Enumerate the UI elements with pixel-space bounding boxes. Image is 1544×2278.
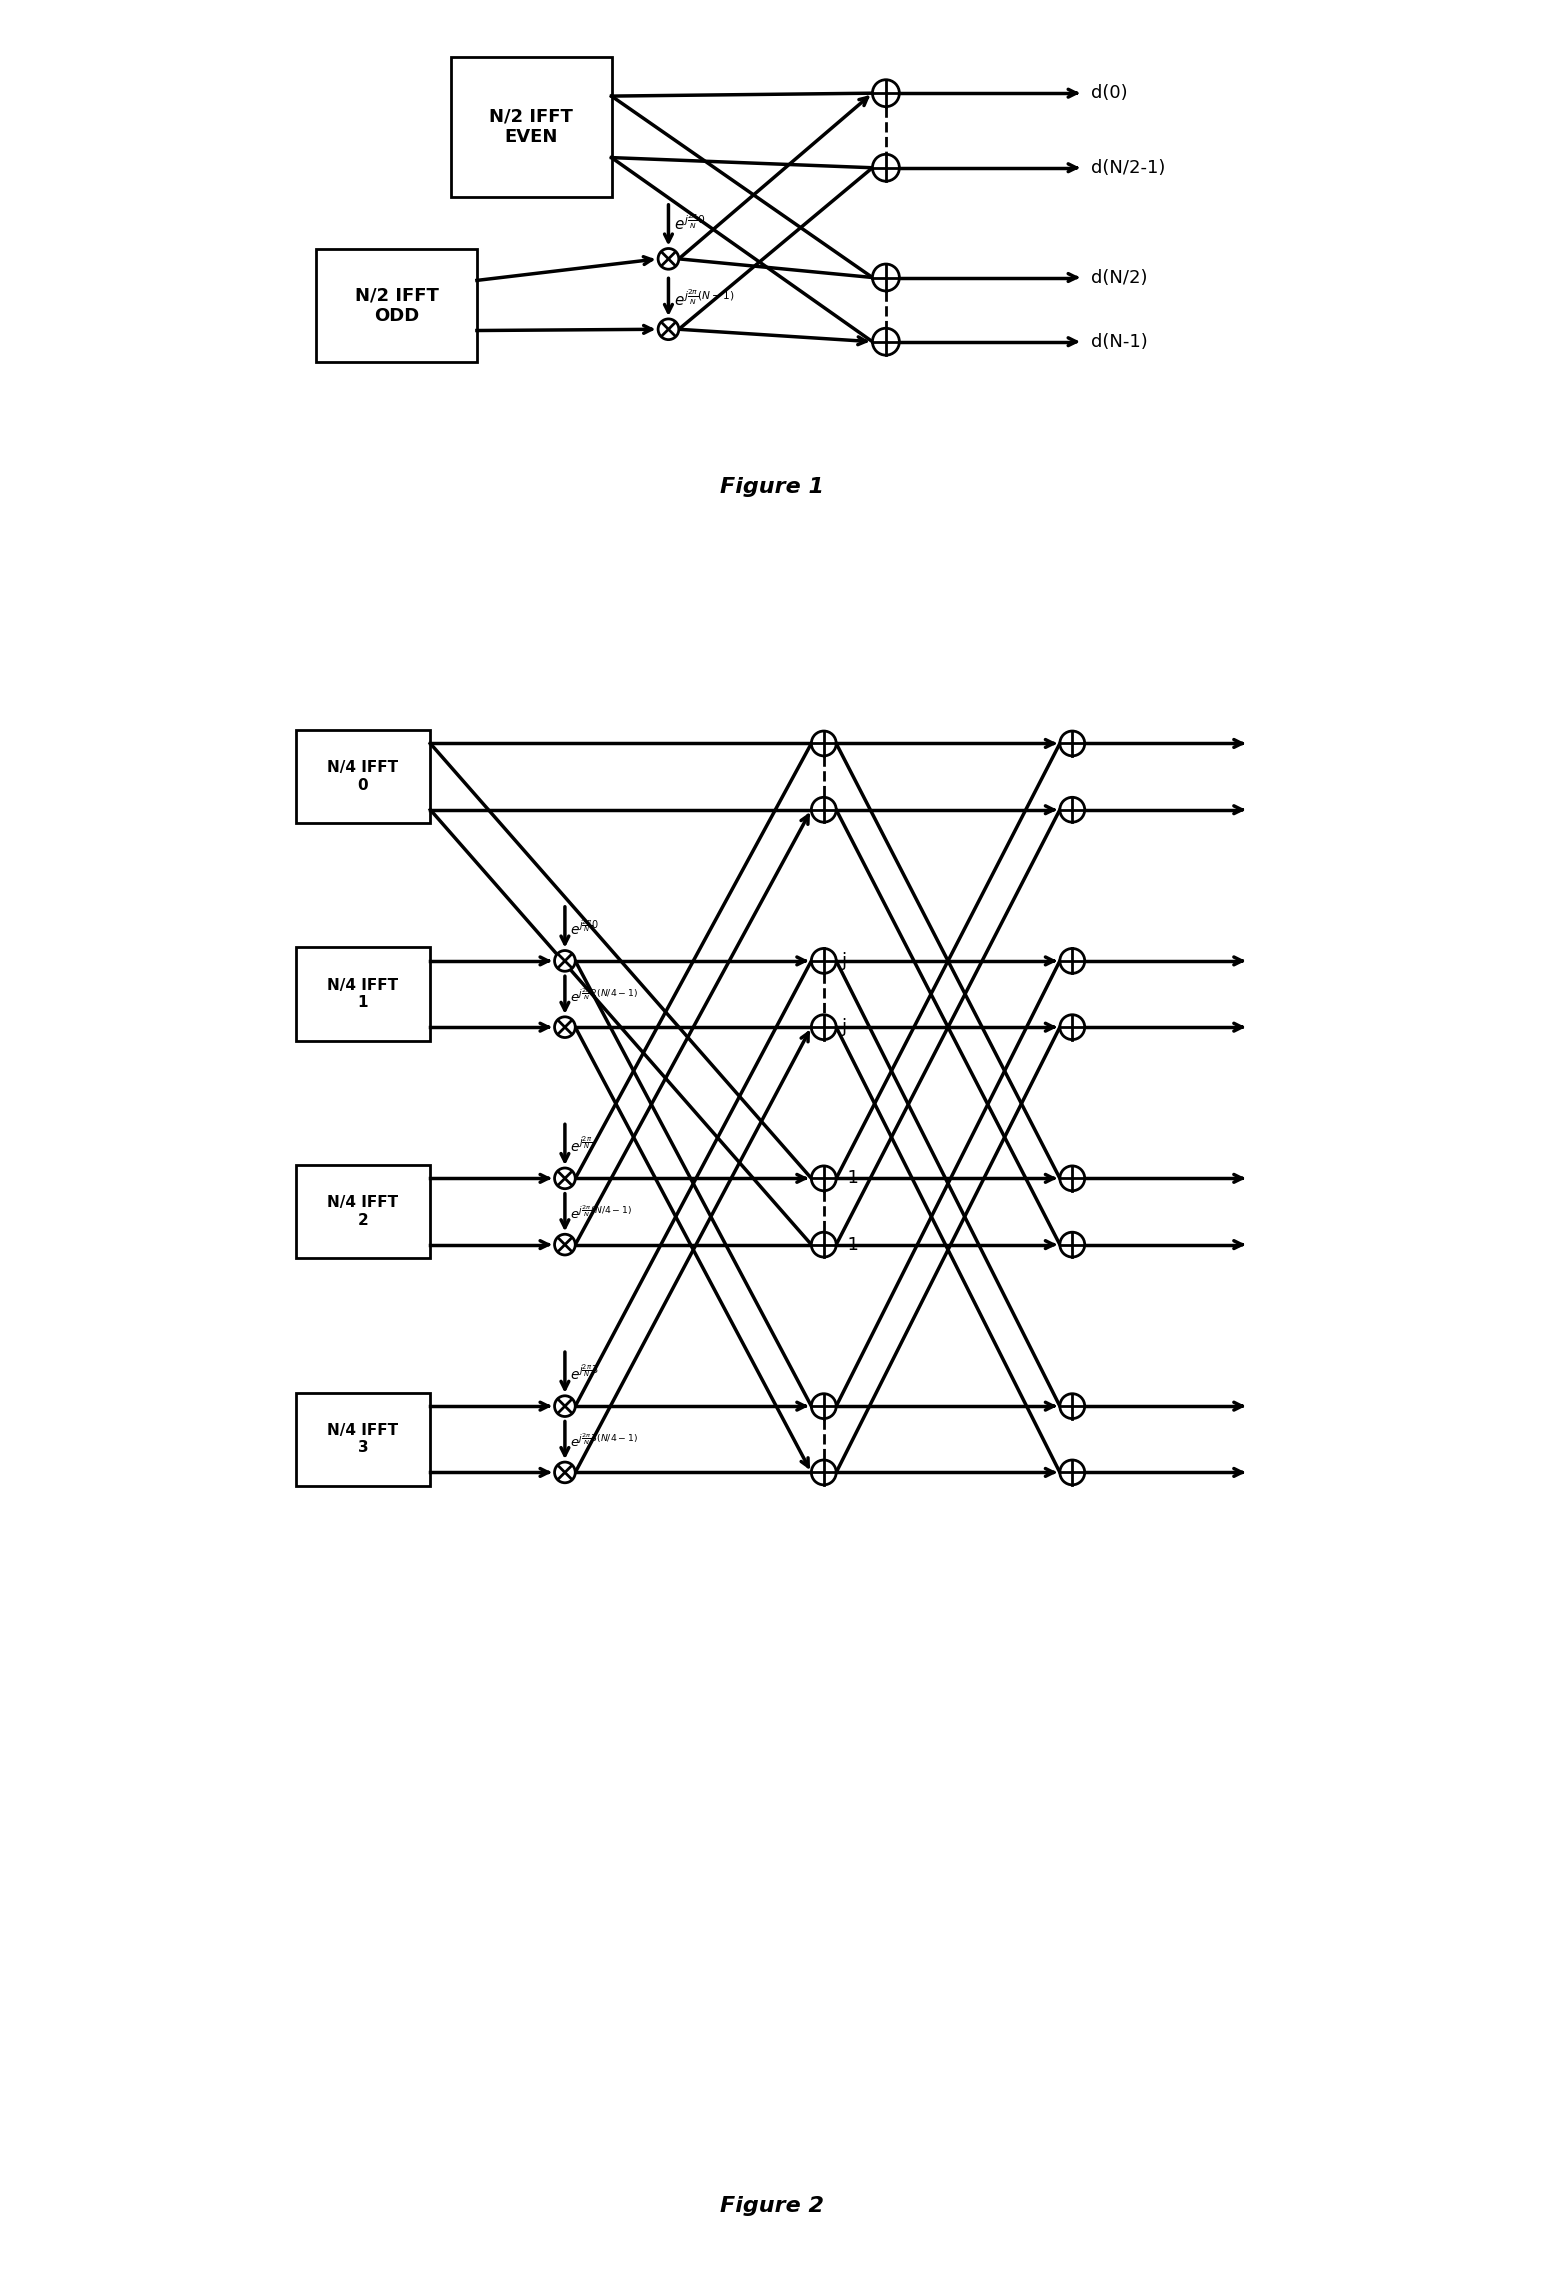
Text: N/4 IFFT
0: N/4 IFFT 0 xyxy=(327,761,398,793)
Circle shape xyxy=(811,731,837,756)
Text: N/4 IFFT
1: N/4 IFFT 1 xyxy=(327,977,398,1009)
Circle shape xyxy=(554,950,576,970)
Circle shape xyxy=(554,1169,576,1189)
Circle shape xyxy=(1059,1394,1085,1419)
Circle shape xyxy=(811,797,837,822)
Circle shape xyxy=(658,319,679,339)
Circle shape xyxy=(658,248,679,269)
Circle shape xyxy=(554,1396,576,1417)
Text: $e^{j\frac{2\pi}{N}}$: $e^{j\frac{2\pi}{N}}$ xyxy=(570,1134,593,1155)
Text: -1: -1 xyxy=(841,1235,860,1253)
Bar xyxy=(451,57,611,196)
Circle shape xyxy=(811,1014,837,1039)
Text: -1: -1 xyxy=(841,1169,860,1187)
Text: Figure 1: Figure 1 xyxy=(720,476,824,497)
Circle shape xyxy=(1059,731,1085,756)
Circle shape xyxy=(811,1460,837,1485)
Text: N/2 IFFT
EVEN: N/2 IFFT EVEN xyxy=(489,107,573,146)
Text: j: j xyxy=(841,1018,846,1036)
Circle shape xyxy=(811,1166,837,1191)
Circle shape xyxy=(554,1016,576,1036)
Bar xyxy=(296,1392,431,1485)
Circle shape xyxy=(1059,1166,1085,1191)
Text: $e^{j\frac{2\pi}{N}(N/4-1)}$: $e^{j\frac{2\pi}{N}(N/4-1)}$ xyxy=(570,1205,631,1223)
Bar xyxy=(296,729,431,822)
Text: Figure 2: Figure 2 xyxy=(720,2196,824,2216)
Text: $e^{j\frac{2\pi}{N}3}$: $e^{j\frac{2\pi}{N}3}$ xyxy=(570,1362,599,1383)
Text: N/2 IFFT
ODD: N/2 IFFT ODD xyxy=(355,287,438,326)
Circle shape xyxy=(872,328,899,355)
Text: $e^{j\frac{2\pi}{N}0}$: $e^{j\frac{2\pi}{N}0}$ xyxy=(570,918,599,939)
Circle shape xyxy=(811,1232,837,1257)
Circle shape xyxy=(1059,948,1085,973)
Bar xyxy=(296,948,431,1041)
Text: $e^{j\frac{2\pi}{N}2(N/4-1)}$: $e^{j\frac{2\pi}{N}2(N/4-1)}$ xyxy=(570,986,638,1005)
Text: N/4 IFFT
2: N/4 IFFT 2 xyxy=(327,1196,398,1228)
Circle shape xyxy=(1059,797,1085,822)
Text: d(N-1): d(N-1) xyxy=(1092,333,1147,351)
Text: $e^{j\frac{2\pi}{N}0}$: $e^{j\frac{2\pi}{N}0}$ xyxy=(673,212,706,232)
Bar xyxy=(317,248,477,362)
Circle shape xyxy=(811,1394,837,1419)
Circle shape xyxy=(811,948,837,973)
Circle shape xyxy=(1059,1232,1085,1257)
Circle shape xyxy=(1059,1014,1085,1039)
Text: $e^{j\frac{2\pi}{N}3(N/4-1)}$: $e^{j\frac{2\pi}{N}3(N/4-1)}$ xyxy=(570,1433,638,1451)
Text: j: j xyxy=(841,952,846,970)
Circle shape xyxy=(1059,1460,1085,1485)
Text: N/4 IFFT
3: N/4 IFFT 3 xyxy=(327,1424,398,1456)
Circle shape xyxy=(872,155,899,182)
Circle shape xyxy=(554,1235,576,1255)
Bar xyxy=(296,1164,431,1257)
Text: d(N/2-1): d(N/2-1) xyxy=(1092,159,1166,178)
Text: d(0): d(0) xyxy=(1092,84,1127,103)
Text: $e^{j\frac{2\pi}{N}(N-1)}$: $e^{j\frac{2\pi}{N}(N-1)}$ xyxy=(673,287,735,310)
Circle shape xyxy=(554,1462,576,1483)
Circle shape xyxy=(872,264,899,292)
Text: d(N/2): d(N/2) xyxy=(1092,269,1147,287)
Circle shape xyxy=(872,80,899,107)
